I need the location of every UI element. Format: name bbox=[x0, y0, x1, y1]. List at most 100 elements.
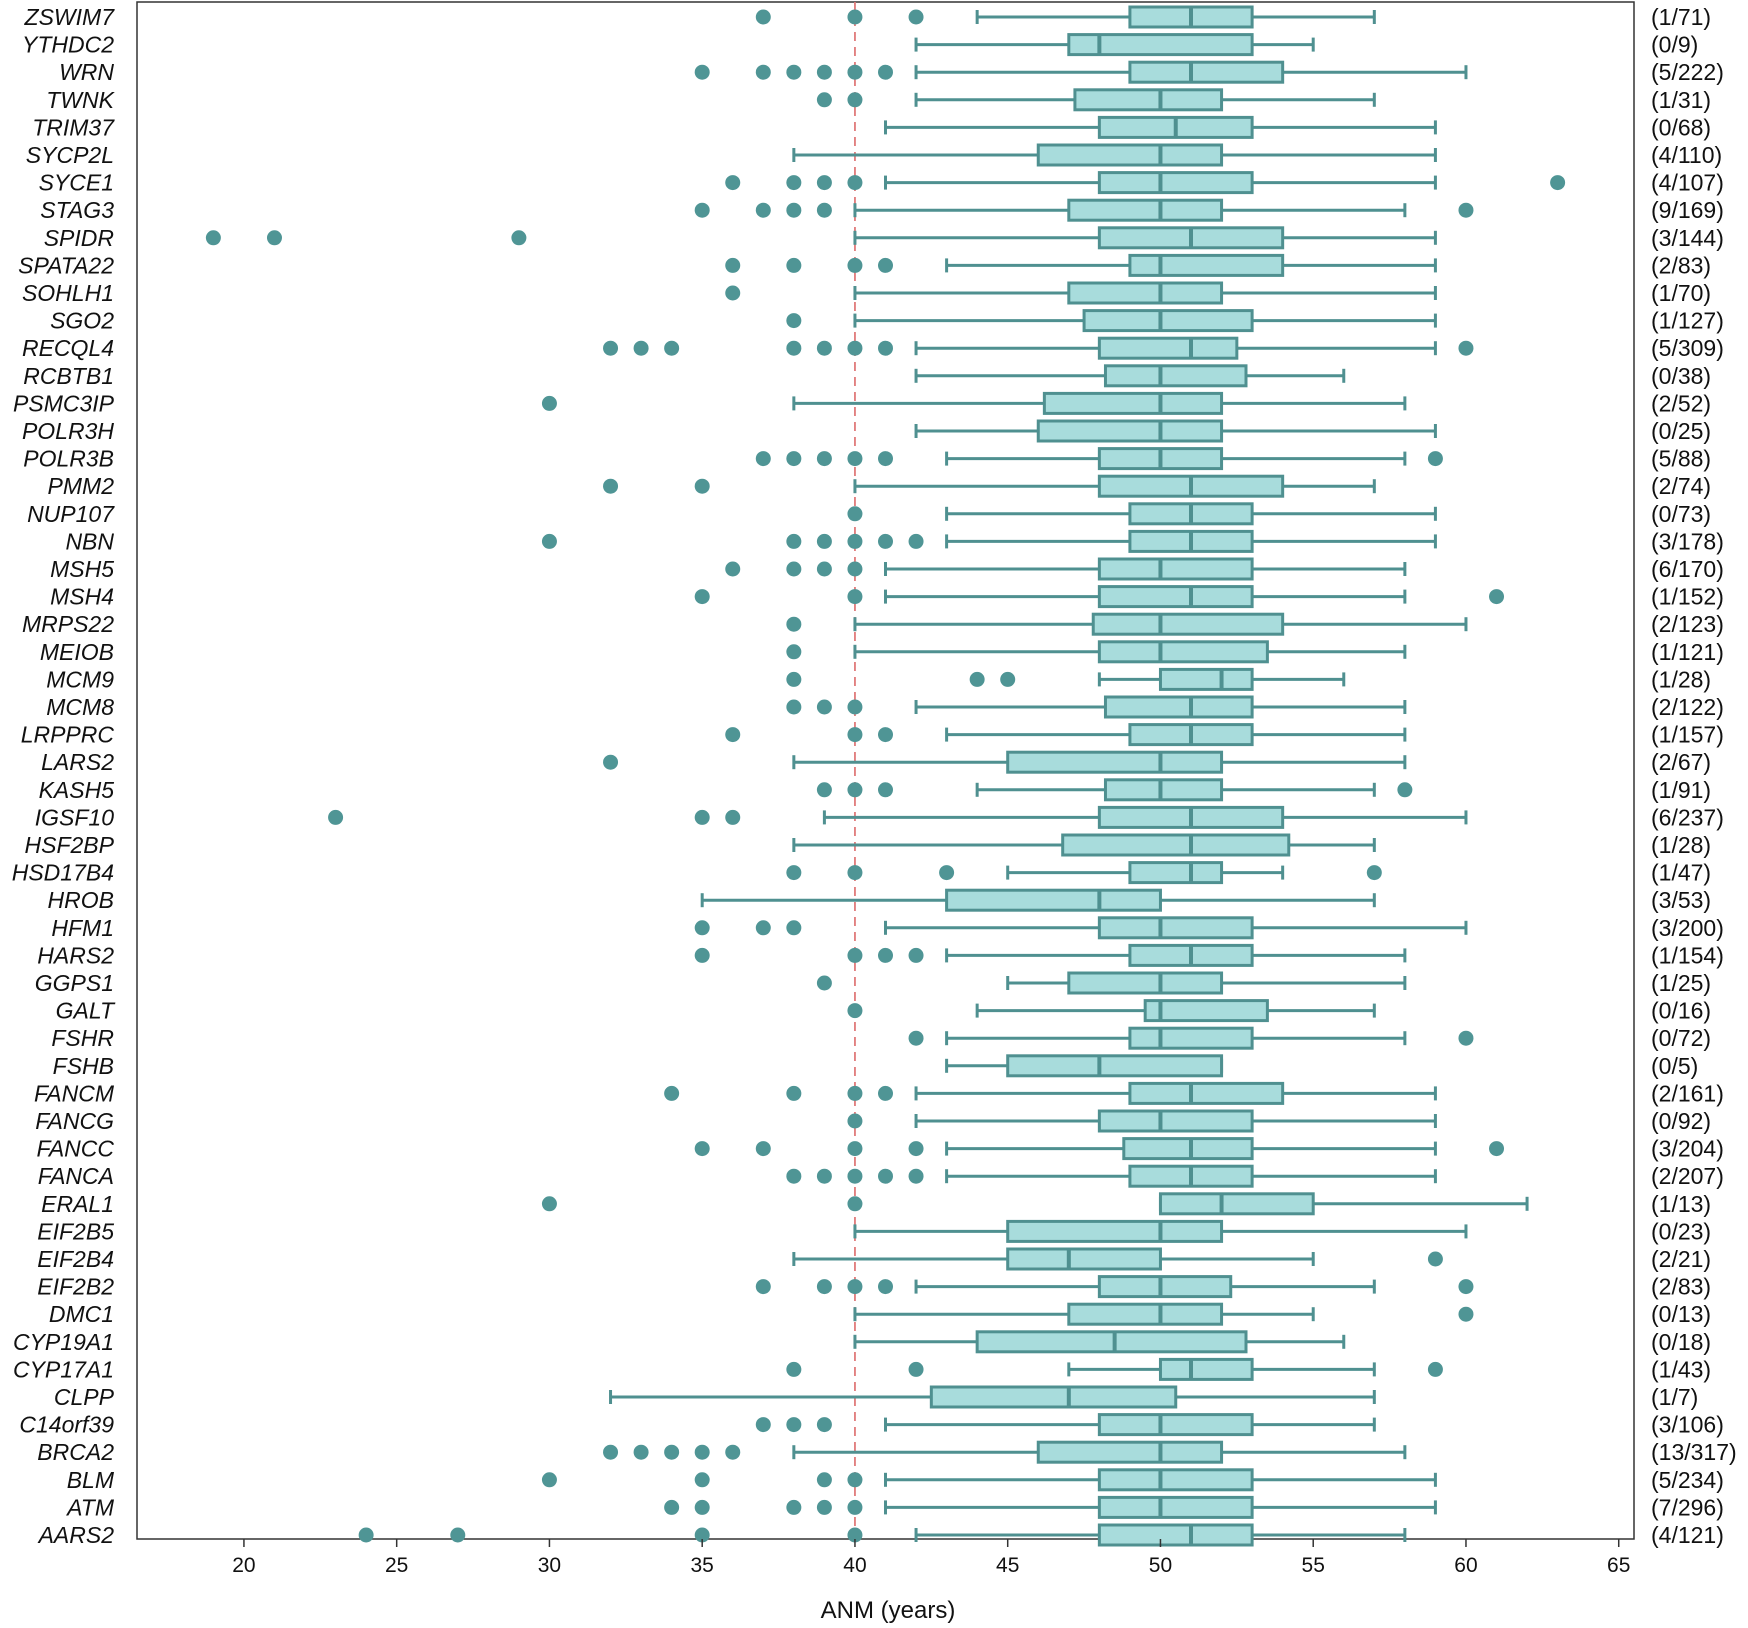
gene-label: POLR3B bbox=[23, 446, 114, 472]
box-row: EIF2B4 (2/21) bbox=[37, 1246, 1711, 1272]
outlier-point bbox=[878, 340, 893, 356]
outlier-point bbox=[1489, 1141, 1505, 1157]
outlier-point bbox=[633, 1444, 649, 1460]
outlier-point bbox=[1489, 589, 1505, 605]
x-tick-label: 55 bbox=[1302, 1554, 1325, 1577]
outlier-point bbox=[786, 644, 802, 660]
x-tick-label: 35 bbox=[691, 1554, 714, 1577]
outlier-point bbox=[1366, 865, 1382, 881]
iqr-box bbox=[1097, 640, 1269, 664]
gene-label: RCBTB1 bbox=[23, 363, 114, 389]
count-label: (3/204) bbox=[1651, 1136, 1724, 1162]
box-row: FSHB (0/5) bbox=[53, 1053, 1699, 1079]
box-row: AARS2 (4/121) bbox=[37, 1522, 1724, 1548]
plot-frame bbox=[136, 1, 1635, 1540]
iqr-box bbox=[1103, 364, 1248, 388]
iqr-box bbox=[1091, 612, 1285, 636]
iqr-box bbox=[1006, 1247, 1162, 1271]
outlier-point bbox=[755, 1279, 771, 1295]
box-row: MCM9 (1/28) bbox=[46, 666, 1711, 692]
x-tick-label: 30 bbox=[538, 1554, 561, 1577]
iqr-box bbox=[1036, 143, 1224, 167]
outlier-point bbox=[786, 64, 802, 80]
box-row: HFM1 (3/200) bbox=[51, 915, 1724, 941]
box-row: GGPS1 (1/25) bbox=[35, 970, 1711, 996]
gene-label: HSF2BP bbox=[25, 832, 115, 858]
box-row: GALT (0/16) bbox=[56, 998, 1711, 1024]
outlier-point bbox=[939, 865, 955, 881]
box-row: WRN (5/222) bbox=[59, 59, 1724, 85]
outlier-point bbox=[847, 533, 863, 549]
gene-label: SPATA22 bbox=[18, 252, 114, 278]
box-row: LRPPRC (1/157) bbox=[21, 722, 1724, 748]
iqr-box bbox=[1097, 585, 1254, 609]
count-label: (5/222) bbox=[1651, 59, 1724, 85]
count-label: (3/200) bbox=[1651, 915, 1724, 941]
x-tick-label: 65 bbox=[1607, 1554, 1630, 1577]
iqr-box bbox=[1097, 557, 1254, 581]
outlier-point bbox=[358, 1527, 374, 1543]
count-label: (0/5) bbox=[1651, 1053, 1698, 1079]
count-label: (1/31) bbox=[1651, 87, 1711, 113]
outlier-point bbox=[847, 64, 863, 80]
outlier-point bbox=[694, 947, 710, 963]
outlier-point bbox=[847, 1113, 863, 1129]
gene-label: GALT bbox=[56, 998, 116, 1024]
count-label: (0/18) bbox=[1651, 1329, 1711, 1355]
box-row: FSHR (0/72) bbox=[51, 1025, 1711, 1051]
iqr-box bbox=[1006, 750, 1224, 774]
count-label: (2/21) bbox=[1651, 1246, 1711, 1272]
box-row: SPIDR (3/144) bbox=[44, 225, 1724, 251]
gene-label: SPIDR bbox=[44, 225, 114, 251]
count-label: (0/13) bbox=[1651, 1301, 1711, 1327]
box-row: NBN (3/178) bbox=[65, 528, 1723, 554]
outlier-point bbox=[786, 175, 802, 191]
iqr-box bbox=[1097, 1275, 1233, 1299]
box-row: ATM (7/296) bbox=[65, 1494, 1724, 1520]
iqr-box bbox=[1067, 1302, 1224, 1326]
gene-label: MSH4 bbox=[50, 584, 114, 610]
outlier-point bbox=[816, 1417, 832, 1433]
outlier-point bbox=[541, 1472, 557, 1488]
count-label: (1/43) bbox=[1651, 1356, 1711, 1382]
gene-label: IGSF10 bbox=[35, 804, 114, 830]
outlier-point bbox=[1458, 1306, 1474, 1322]
outlier-point bbox=[816, 1499, 832, 1515]
outlier-point bbox=[664, 1085, 680, 1101]
count-label: (3/144) bbox=[1651, 225, 1724, 251]
count-label: (0/72) bbox=[1651, 1025, 1711, 1051]
outlier-point bbox=[725, 257, 741, 273]
box-row: TWNK (1/31) bbox=[46, 87, 1711, 113]
outlier-point bbox=[725, 809, 741, 825]
outlier-point bbox=[878, 257, 893, 273]
count-label: (1/25) bbox=[1651, 970, 1711, 996]
box-row: CLPP (1/7) bbox=[54, 1384, 1698, 1410]
outlier-point bbox=[816, 340, 832, 356]
iqr-box bbox=[1103, 778, 1224, 802]
box-row: ZSWIM7 (1/71) bbox=[24, 4, 1712, 30]
outlier-point bbox=[878, 782, 893, 798]
box-row: FANCA (2/207) bbox=[38, 1163, 1724, 1189]
outlier-point bbox=[1550, 175, 1566, 191]
gene-label: DMC1 bbox=[49, 1301, 114, 1327]
outlier-point bbox=[1458, 340, 1474, 356]
outlier-point bbox=[603, 1444, 619, 1460]
outlier-point bbox=[847, 1003, 863, 1019]
outlier-point bbox=[786, 533, 802, 549]
count-label: (2/207) bbox=[1651, 1163, 1724, 1189]
outlier-point bbox=[847, 9, 863, 25]
outlier-point bbox=[847, 506, 863, 522]
outlier-point bbox=[908, 1361, 924, 1377]
x-tick-label: 50 bbox=[1149, 1554, 1172, 1577]
outlier-point bbox=[664, 340, 680, 356]
outlier-point bbox=[816, 699, 832, 715]
count-label: (2/123) bbox=[1651, 611, 1724, 637]
outlier-point bbox=[755, 202, 771, 218]
outlier-point bbox=[878, 64, 893, 80]
outlier-point bbox=[786, 616, 802, 632]
iqr-box bbox=[1097, 916, 1254, 940]
count-label: (1/70) bbox=[1651, 280, 1711, 306]
outlier-point bbox=[786, 313, 802, 329]
count-label: (5/309) bbox=[1651, 335, 1724, 361]
outlier-point bbox=[1458, 1030, 1474, 1046]
